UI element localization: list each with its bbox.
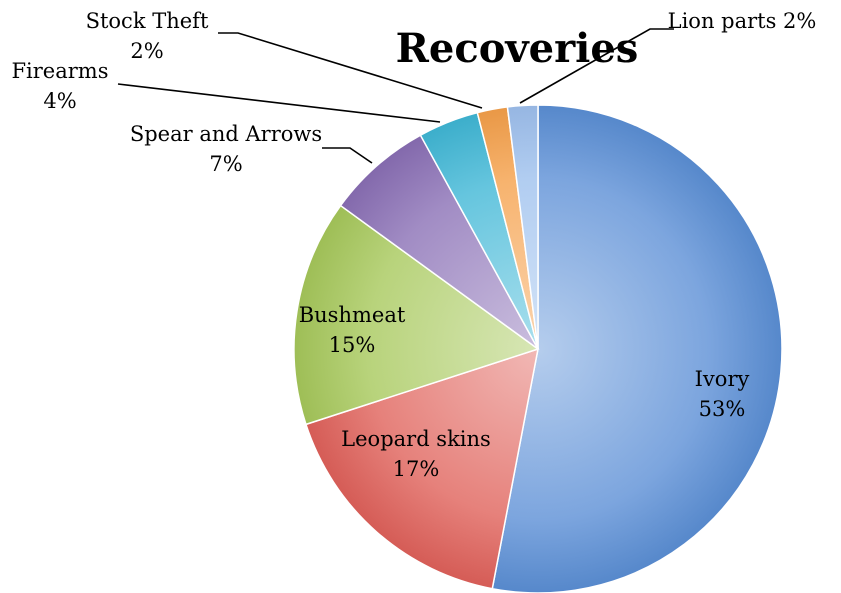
pie-slices bbox=[293, 104, 783, 593]
chart-title: Recoveries bbox=[396, 25, 639, 72]
percent-label: 17% bbox=[393, 457, 440, 481]
category-label: Bushmeat bbox=[299, 303, 406, 327]
category-label: Spear and Arrows bbox=[130, 122, 322, 146]
slice-label-leopard-skins: Leopard skins 17% bbox=[341, 427, 491, 481]
leader-line-spear-and-arrows bbox=[322, 147, 373, 164]
percent-label: 15% bbox=[329, 333, 376, 357]
category-label: Firearms bbox=[11, 59, 108, 83]
category-label: Ivory bbox=[695, 367, 750, 391]
percent-label: 53% bbox=[699, 397, 746, 421]
leader-line-lion-parts bbox=[519, 28, 674, 104]
leader-lines bbox=[117, 28, 674, 164]
slice-label-ivory: Ivory 53% bbox=[695, 367, 750, 421]
pie-slice-lion-parts bbox=[506, 104, 539, 350]
slice-label-stock-theft: Stock Theft 2% bbox=[86, 9, 209, 63]
slice-label-bushmeat: Bushmeat 15% bbox=[299, 303, 406, 357]
leader-line-stock-theft bbox=[218, 32, 483, 109]
slice-label-lion-parts: Lion parts 2% bbox=[668, 9, 817, 33]
leader-line-firearms bbox=[117, 83, 441, 123]
slice-label-firearms: Firearms 4% bbox=[11, 59, 108, 113]
percent-label: 2% bbox=[130, 39, 163, 63]
pie-slice-spear-and-arrows bbox=[339, 134, 539, 350]
percent-label: 4% bbox=[43, 89, 76, 113]
percent-label: 7% bbox=[209, 152, 242, 176]
pie-slice-ivory bbox=[491, 104, 783, 593]
pie-slice-leopard-skins bbox=[304, 347, 539, 590]
pie-slice-bushmeat bbox=[293, 204, 540, 426]
category-label: Leopard skins bbox=[341, 427, 491, 451]
category-label: Stock Theft bbox=[86, 9, 209, 33]
slice-label-spear-and-arrows: Spear and Arrows 7% bbox=[130, 122, 322, 176]
slice-labels: Ivory 53% Leopard skins 17% Bushmeat 15% Spear… bbox=[11, 9, 816, 481]
